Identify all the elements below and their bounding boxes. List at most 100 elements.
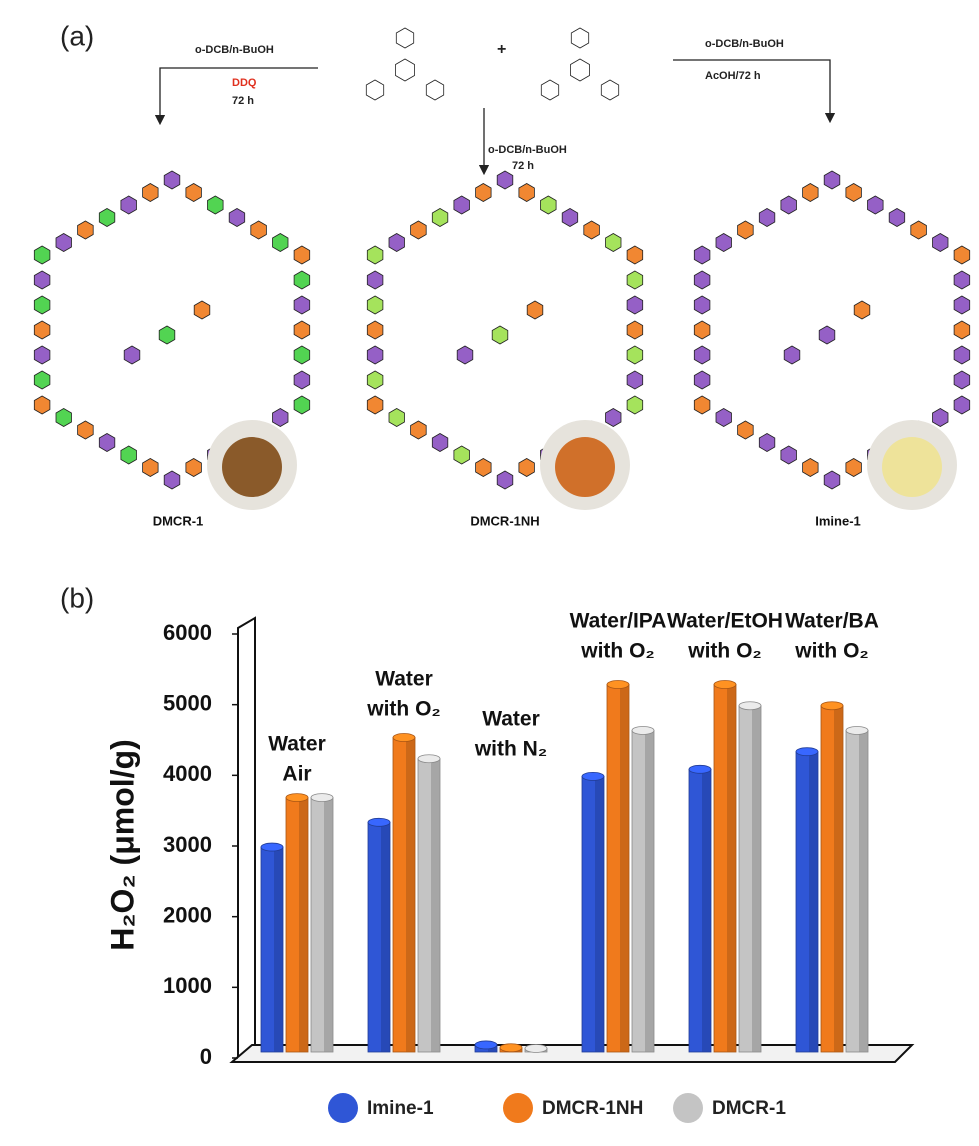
ring bbox=[431, 433, 449, 452]
ring bbox=[33, 320, 51, 340]
ring bbox=[932, 408, 949, 427]
ring bbox=[845, 183, 862, 202]
ring bbox=[491, 325, 509, 345]
bar-shade bbox=[809, 751, 818, 1052]
ring bbox=[737, 220, 754, 240]
bar-shade bbox=[752, 705, 761, 1052]
ring bbox=[410, 220, 427, 240]
condition: DDQ bbox=[232, 77, 257, 89]
ring bbox=[55, 408, 72, 427]
ring bbox=[526, 300, 544, 320]
ring bbox=[626, 370, 644, 390]
ring bbox=[207, 195, 224, 215]
ring bbox=[626, 295, 644, 315]
ring bbox=[293, 395, 311, 415]
bar-shade bbox=[727, 684, 736, 1052]
ring bbox=[120, 195, 137, 215]
ring bbox=[98, 433, 116, 452]
ring bbox=[953, 295, 971, 315]
ring bbox=[953, 320, 971, 340]
y-tick-label: 5000 bbox=[163, 690, 212, 715]
bar-cap bbox=[285, 793, 309, 802]
bar-cap bbox=[688, 764, 712, 774]
ring bbox=[395, 58, 415, 82]
ring bbox=[570, 27, 590, 49]
bar-cap bbox=[367, 817, 391, 827]
product-name: DMCR-1NH bbox=[470, 513, 539, 528]
ring bbox=[496, 170, 514, 190]
ring bbox=[366, 320, 384, 340]
bar-shade bbox=[834, 705, 843, 1052]
ring bbox=[605, 233, 622, 252]
ring bbox=[693, 295, 711, 315]
ring bbox=[737, 420, 754, 440]
ring bbox=[758, 433, 776, 452]
ring bbox=[780, 445, 797, 465]
ring bbox=[802, 458, 819, 477]
sample-powder bbox=[555, 437, 615, 497]
ring bbox=[193, 300, 211, 320]
condition: AcOH/72 h bbox=[705, 70, 761, 82]
category-label: with O₂ bbox=[794, 640, 869, 663]
ring bbox=[163, 470, 181, 490]
ring bbox=[783, 345, 801, 365]
bar-cap bbox=[524, 1044, 548, 1053]
ring bbox=[693, 320, 711, 340]
ring bbox=[910, 220, 927, 240]
ring bbox=[55, 233, 72, 252]
chart: 0 1000 2000 3000 4000 5000 6000 H₂O₂ (μmol/g) Wa… bbox=[104, 610, 915, 1123]
ring bbox=[185, 183, 202, 202]
product-name: Imine-1 bbox=[815, 513, 861, 528]
ring bbox=[693, 370, 711, 390]
legend-swatch bbox=[503, 1093, 533, 1123]
ring bbox=[185, 458, 202, 477]
ring bbox=[780, 195, 797, 215]
ring bbox=[953, 270, 971, 290]
ring bbox=[293, 320, 311, 340]
ring bbox=[366, 395, 384, 415]
ring bbox=[366, 245, 384, 265]
category-label: with O₂ bbox=[580, 640, 655, 663]
ring bbox=[693, 345, 711, 365]
ring bbox=[715, 233, 732, 252]
condition: 72 h bbox=[232, 95, 254, 107]
category-label: Air bbox=[282, 763, 311, 786]
bar-cap bbox=[845, 726, 869, 735]
ring bbox=[410, 420, 427, 440]
y-tick-label: 2000 bbox=[163, 902, 212, 927]
bar-shade bbox=[595, 776, 604, 1052]
bar-shade bbox=[299, 797, 308, 1052]
ring bbox=[33, 295, 51, 315]
ring bbox=[518, 183, 535, 202]
ring bbox=[953, 345, 971, 365]
ring bbox=[77, 420, 94, 440]
category-label: with N₂ bbox=[474, 738, 547, 761]
legend-swatch bbox=[673, 1093, 703, 1123]
ring bbox=[293, 370, 311, 390]
bar-cap bbox=[738, 701, 762, 711]
ring bbox=[693, 270, 711, 290]
ring bbox=[33, 345, 51, 365]
ring bbox=[293, 295, 311, 315]
ring bbox=[518, 458, 535, 477]
bar-cap bbox=[606, 680, 630, 689]
ring bbox=[33, 245, 51, 265]
ring bbox=[366, 345, 384, 365]
category-label: Water bbox=[268, 733, 326, 756]
ring bbox=[293, 270, 311, 290]
bar-shade bbox=[381, 822, 390, 1052]
ring bbox=[33, 395, 51, 415]
ring bbox=[802, 183, 819, 202]
ring bbox=[845, 458, 862, 477]
ring bbox=[453, 445, 470, 465]
ring bbox=[475, 183, 492, 202]
category-label: Water/IPA bbox=[570, 610, 667, 633]
ring bbox=[693, 395, 711, 415]
ring bbox=[395, 27, 415, 49]
sample-powder bbox=[882, 437, 942, 497]
ring bbox=[953, 245, 971, 265]
legend-label: Imine-1 bbox=[367, 1098, 434, 1119]
panel-label: (a) bbox=[60, 20, 94, 51]
ring bbox=[818, 325, 836, 345]
